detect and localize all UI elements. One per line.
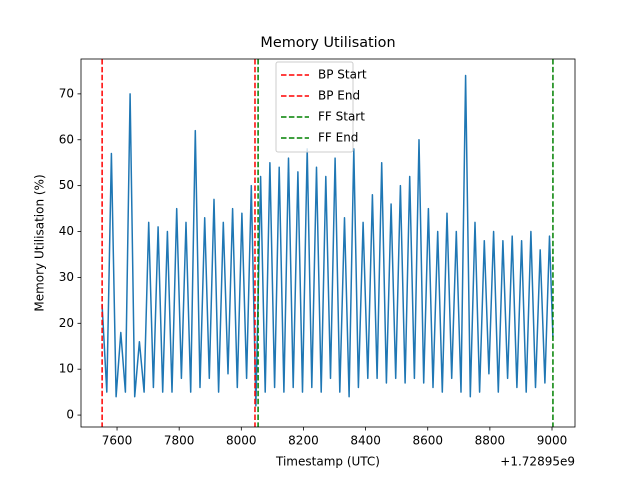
legend: BP Start BP End FF Start FF End xyxy=(275,61,367,153)
y-tick-label: 30 xyxy=(59,270,74,284)
y-tick-label: 10 xyxy=(59,362,74,376)
legend-label: FF End xyxy=(318,131,358,145)
y-tick-label: 50 xyxy=(59,178,74,192)
y-tick-label: 0 xyxy=(66,408,74,422)
legend-label: BP Start xyxy=(318,68,367,82)
x-tick-label: 8800 xyxy=(475,434,506,448)
plot-frame xyxy=(80,58,576,428)
legend-label: BP End xyxy=(318,89,360,103)
x-tick-label: 7800 xyxy=(164,434,195,448)
x-tick-label: 8200 xyxy=(288,434,319,448)
x-tick-label: 7600 xyxy=(102,434,133,448)
chart-title: Memory Utilisation xyxy=(260,35,395,51)
y-axis-label: Memory Utilisation (%) xyxy=(33,174,47,311)
x-tick-label: 9000 xyxy=(537,434,568,448)
legend-box xyxy=(275,61,354,153)
legend-label: FF Start xyxy=(318,110,365,124)
y-tick-label: 70 xyxy=(59,86,74,100)
y-tick-label: 20 xyxy=(59,316,74,330)
x-tick-label: 8600 xyxy=(412,434,443,448)
x-axis-label: Timestamp (UTC) xyxy=(275,455,380,469)
x-offset-label: +1.72895e9 xyxy=(500,455,575,469)
y-tick-label: 60 xyxy=(59,132,74,146)
y-tick-label: 40 xyxy=(59,224,74,238)
data-line xyxy=(101,74,554,407)
x-tick-label: 8400 xyxy=(350,434,381,448)
x-tick-label: 8000 xyxy=(226,434,257,448)
